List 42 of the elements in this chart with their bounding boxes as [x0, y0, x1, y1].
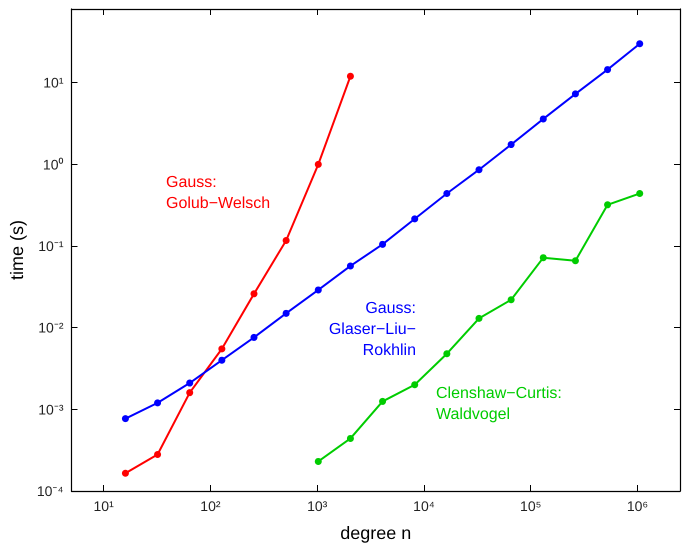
point — [572, 90, 579, 98]
x-tick-label: 10⁴ — [413, 498, 435, 514]
y-axis-title: time (s) — [7, 220, 27, 280]
point — [154, 450, 162, 458]
point — [604, 66, 612, 74]
y-tick-label: 10⁻⁴ — [36, 483, 64, 499]
point — [250, 334, 258, 341]
x-tick-label: 10³ — [307, 498, 328, 514]
point — [476, 166, 482, 174]
x-axis-title: degree n — [340, 523, 412, 543]
series-label: Gauss: Golub−Welsch — [166, 174, 270, 212]
x-tick-label: 10⁶ — [626, 498, 648, 514]
point — [314, 286, 322, 294]
y-tick-label: 10⁻¹ — [38, 238, 64, 254]
point — [122, 470, 129, 477]
point — [154, 399, 162, 406]
point — [540, 115, 547, 122]
x-tick-label: 10¹ — [94, 498, 114, 514]
point — [218, 345, 226, 352]
point — [636, 40, 644, 48]
point — [508, 141, 515, 148]
point — [218, 356, 226, 364]
point — [250, 290, 258, 298]
point — [443, 190, 450, 197]
point — [186, 380, 194, 387]
y-tick-label: 10⁰ — [42, 156, 64, 172]
x-tick-label: 10² — [200, 498, 221, 514]
point — [282, 310, 290, 317]
point — [314, 160, 322, 168]
y-tick-label: 10⁻³ — [38, 401, 64, 418]
point — [379, 240, 386, 248]
point — [411, 215, 418, 222]
series-label: Clenshaw−Curtis: Waldvogel — [436, 385, 562, 423]
y-tick-label: 10⁻² — [38, 320, 64, 336]
point — [346, 72, 354, 80]
point — [186, 389, 194, 396]
point — [282, 236, 290, 244]
y-tick-label: 10¹ — [43, 74, 64, 91]
point — [122, 415, 129, 422]
point — [346, 262, 354, 270]
x-tick-label: 10⁵ — [520, 498, 542, 514]
series-label: Gauss: Glaser−Liu− Rokhlin — [328, 300, 416, 359]
